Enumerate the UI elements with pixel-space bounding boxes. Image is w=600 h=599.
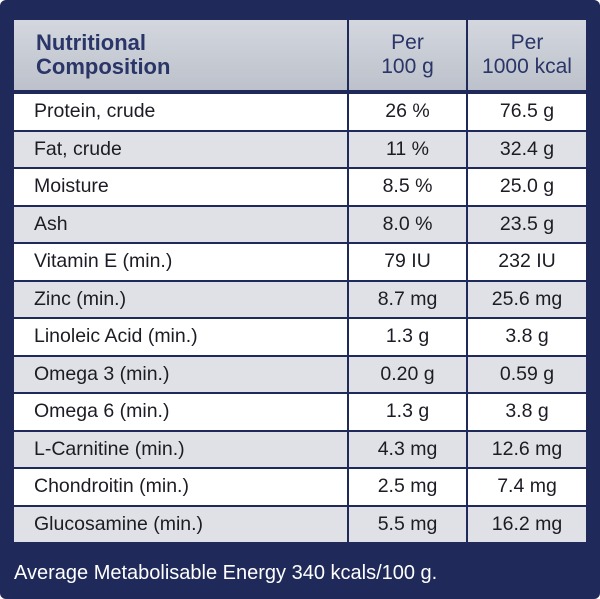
value-per-1000kcal: 3.8 g bbox=[467, 317, 586, 356]
header-per-100g: Per 100 g bbox=[348, 20, 468, 92]
value-per-1000kcal: 3.8 g bbox=[467, 392, 586, 431]
nutrient-name: Moisture bbox=[14, 167, 349, 206]
table-row: Omega 3 (min.) 0.20 g 0.59 g bbox=[14, 354, 586, 393]
table-row: L-Carnitine (min.) 4.3 mg 12.6 mg bbox=[14, 429, 586, 468]
value-per-1000kcal: 32.4 g bbox=[467, 129, 586, 168]
header-per-100g-line2: 100 g bbox=[381, 55, 434, 78]
nutrient-name: Omega 3 (min.) bbox=[14, 354, 349, 393]
header-per-1000kcal-line2: 1000 kcal bbox=[482, 55, 572, 78]
nutrient-name: Protein, crude bbox=[14, 90, 349, 131]
header-per-100g-line1: Per bbox=[391, 31, 424, 54]
value-per-1000kcal: 76.5 g bbox=[467, 90, 586, 131]
nutrient-name: Omega 6 (min.) bbox=[14, 392, 349, 431]
nutrient-name: Chondroitin (min.) bbox=[14, 467, 349, 506]
header-per-1000kcal: Per 1000 kcal bbox=[467, 20, 586, 92]
table-row: Protein, crude 26 % 76.5 g bbox=[14, 90, 586, 131]
value-per-1000kcal: 7.4 mg bbox=[467, 467, 586, 506]
table-row: Fat, crude 11 % 32.4 g bbox=[14, 129, 586, 168]
value-per-1000kcal: 0.59 g bbox=[467, 354, 586, 393]
table-row: Moisture 8.5 % 25.0 g bbox=[14, 167, 586, 206]
value-per-100g: 11 % bbox=[348, 129, 468, 168]
value-per-1000kcal: 23.5 g bbox=[467, 204, 586, 243]
value-per-100g: 2.5 mg bbox=[348, 467, 468, 506]
value-per-1000kcal: 16.2 mg bbox=[467, 504, 586, 542]
value-per-100g: 0.20 g bbox=[348, 354, 468, 393]
value-per-100g: 1.3 g bbox=[348, 392, 468, 431]
table-row: Omega 6 (min.) 1.3 g 3.8 g bbox=[14, 392, 586, 431]
table-row: Glucosamine (min.) 5.5 mg 16.2 mg bbox=[14, 504, 586, 542]
table-header-row: Nutritional Composition Per 100 g Per 10… bbox=[14, 20, 586, 92]
value-per-100g: 5.5 mg bbox=[348, 504, 468, 542]
energy-footnote: Average Metabolisable Energy 340 kcals/1… bbox=[14, 562, 438, 584]
value-per-1000kcal: 25.0 g bbox=[467, 167, 586, 206]
table-row: Vitamin E (min.) 79 IU 232 IU bbox=[14, 242, 586, 281]
value-per-100g: 8.5 % bbox=[348, 167, 468, 206]
nutrient-name: Zinc (min.) bbox=[14, 279, 349, 318]
nutrient-name: Fat, crude bbox=[14, 129, 349, 168]
value-per-100g: 26 % bbox=[348, 90, 468, 131]
table-row: Linoleic Acid (min.) 1.3 g 3.8 g bbox=[14, 317, 586, 356]
header-title-line1: Nutritional bbox=[36, 30, 146, 55]
header-per-1000kcal-line1: Per bbox=[510, 31, 544, 54]
table-row: Zinc (min.) 8.7 mg 25.6 mg bbox=[14, 279, 586, 318]
nutrient-name: Vitamin E (min.) bbox=[14, 242, 349, 281]
header-title-line2: Composition bbox=[36, 54, 171, 79]
value-per-100g: 1.3 g bbox=[348, 317, 468, 356]
header-title: Nutritional Composition bbox=[14, 20, 349, 92]
value-per-100g: 79 IU bbox=[348, 242, 468, 281]
nutrient-name: Glucosamine (min.) bbox=[14, 504, 349, 542]
table-row: Ash 8.0 % 23.5 g bbox=[14, 204, 586, 243]
value-per-100g: 8.0 % bbox=[348, 204, 468, 243]
value-per-1000kcal: 25.6 mg bbox=[467, 279, 586, 318]
nutrient-name: L-Carnitine (min.) bbox=[14, 429, 349, 468]
nutrition-table: Nutritional Composition Per 100 g Per 10… bbox=[14, 20, 586, 542]
nutrient-name: Ash bbox=[14, 204, 349, 243]
value-per-100g: 8.7 mg bbox=[348, 279, 468, 318]
value-per-1000kcal: 12.6 mg bbox=[467, 429, 586, 468]
nutrient-name: Linoleic Acid (min.) bbox=[14, 317, 349, 356]
table-row: Chondroitin (min.) 2.5 mg 7.4 mg bbox=[14, 467, 586, 506]
value-per-1000kcal: 232 IU bbox=[467, 242, 586, 281]
value-per-100g: 4.3 mg bbox=[348, 429, 468, 468]
